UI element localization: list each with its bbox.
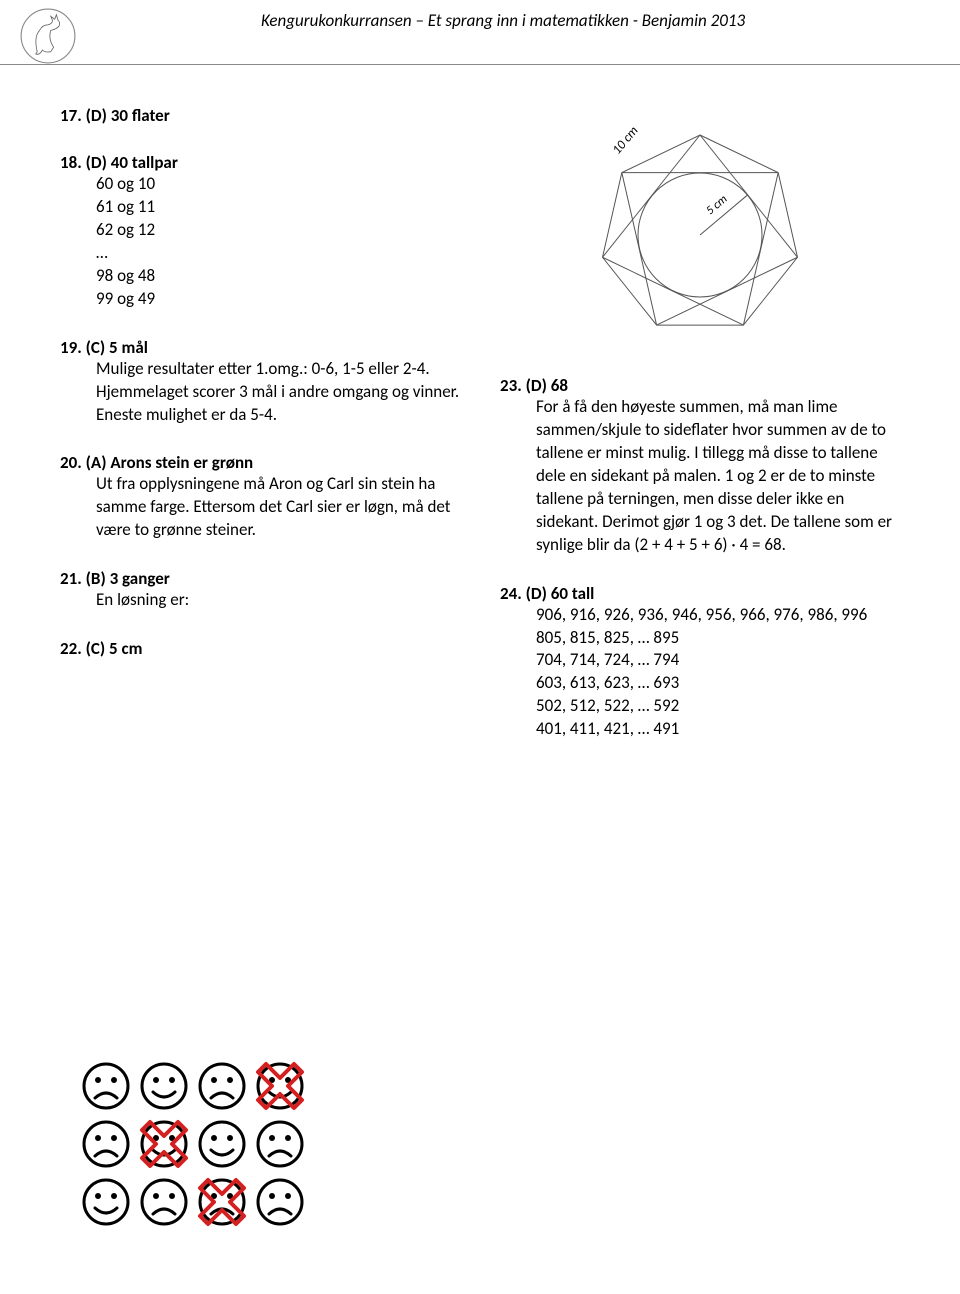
face-row — [80, 1118, 360, 1170]
sad-face-icon — [80, 1060, 132, 1112]
q23-head: 23. (D) 68 — [500, 375, 568, 396]
q18-line: 99 og 49 — [96, 288, 460, 311]
sad-face-icon — [196, 1176, 248, 1228]
q19-text: Mulige resultater etter 1.omg.: 0-6, 1-5… — [96, 358, 460, 427]
happy-face-icon — [80, 1176, 132, 1228]
right-column: 10 cm 5 cm 23. (D) 68 For å få den høyes… — [500, 105, 900, 767]
question-18: 18. (D) 40 tallpar 60 og 10 61 og 11 62 … — [60, 152, 460, 311]
q21-head: 21. (B) 3 ganger — [60, 568, 170, 589]
happy-face-icon — [138, 1060, 190, 1112]
q22-head: 22. (C) 5 cm — [60, 638, 142, 659]
left-column: 17. (D) 30 flater 18. (D) 40 tallpar 60 … — [60, 105, 460, 767]
question-17: 17. (D) 30 flater — [60, 105, 460, 126]
sad-face-icon — [80, 1118, 132, 1170]
q18-line: 62 og 12 — [96, 219, 460, 242]
faces-grid — [80, 1060, 360, 1234]
q23-body: For å få den høyeste summen, må man lime… — [536, 396, 900, 557]
q24-line: 906, 916, 926, 936, 946, 956, 966, 976, … — [536, 604, 900, 627]
q24-line: 502, 512, 522, … 592 — [536, 695, 900, 718]
page-header: Kengurukonkurransen – Et sprang inn i ma… — [0, 0, 960, 65]
question-23: 23. (D) 68 For å få den høyeste summen, … — [500, 375, 900, 557]
q18-head: 18. (D) 40 tallpar — [60, 152, 178, 173]
q20-head: 20. (A) Arons stein er grønn — [60, 452, 253, 473]
q24-line: 603, 613, 623, … 693 — [536, 672, 900, 695]
sad-face-icon — [254, 1176, 306, 1228]
svg-text:10 cm: 10 cm — [610, 124, 642, 158]
heptagon-diagram: 10 cm 5 cm — [500, 105, 900, 355]
q24-line: 805, 815, 825, … 895 — [536, 627, 900, 650]
svg-text:5 cm: 5 cm — [704, 192, 731, 218]
q23-text: For å få den høyeste summen, må man lime… — [536, 396, 900, 557]
q17-head: 17. (D) 30 flater — [60, 105, 170, 126]
q19-body: Mulige resultater etter 1.omg.: 0-6, 1-5… — [96, 358, 460, 427]
q24-line: 704, 714, 724, … 794 — [536, 649, 900, 672]
sad-face-icon — [254, 1118, 306, 1170]
content-columns: 17. (D) 30 flater 18. (D) 40 tallpar 60 … — [0, 75, 960, 767]
sad-face-icon — [138, 1176, 190, 1228]
q24-body: 906, 916, 926, 936, 946, 956, 966, 976, … — [536, 604, 900, 742]
q21-text: En løsning er: — [96, 589, 460, 612]
header-title: Kengurukonkurransen – Et sprang inn i ma… — [86, 8, 920, 31]
q18-body: 60 og 10 61 og 11 62 og 12 … 98 og 48 99… — [96, 173, 460, 311]
q18-line: 98 og 48 — [96, 265, 460, 288]
face-row — [80, 1176, 360, 1228]
happy-face-icon — [138, 1118, 190, 1170]
q24-head: 24. (D) 60 tall — [500, 583, 594, 604]
happy-face-icon — [254, 1060, 306, 1112]
question-21: 21. (B) 3 ganger En løsning er: — [60, 568, 460, 612]
q20-body: Ut fra opplysningene må Aron og Carl sin… — [96, 473, 460, 542]
q18-line: 61 og 11 — [96, 196, 460, 219]
face-row — [80, 1060, 360, 1112]
question-22: 22. (C) 5 cm — [60, 638, 460, 659]
q18-line: … — [96, 242, 460, 265]
question-19: 19. (C) 5 mål Mulige resultater etter 1.… — [60, 337, 460, 427]
kangaroo-logo — [20, 8, 76, 64]
q18-line: 60 og 10 — [96, 173, 460, 196]
q24-line: 401, 411, 421, … 491 — [536, 718, 900, 741]
question-20: 20. (A) Arons stein er grønn Ut fra oppl… — [60, 452, 460, 542]
q19-head: 19. (C) 5 mål — [60, 337, 148, 358]
question-24: 24. (D) 60 tall 906, 916, 926, 936, 946,… — [500, 583, 900, 742]
sad-face-icon — [196, 1060, 248, 1112]
q21-body: En løsning er: — [96, 589, 460, 612]
happy-face-icon — [196, 1118, 248, 1170]
q20-text: Ut fra opplysningene må Aron og Carl sin… — [96, 473, 460, 542]
